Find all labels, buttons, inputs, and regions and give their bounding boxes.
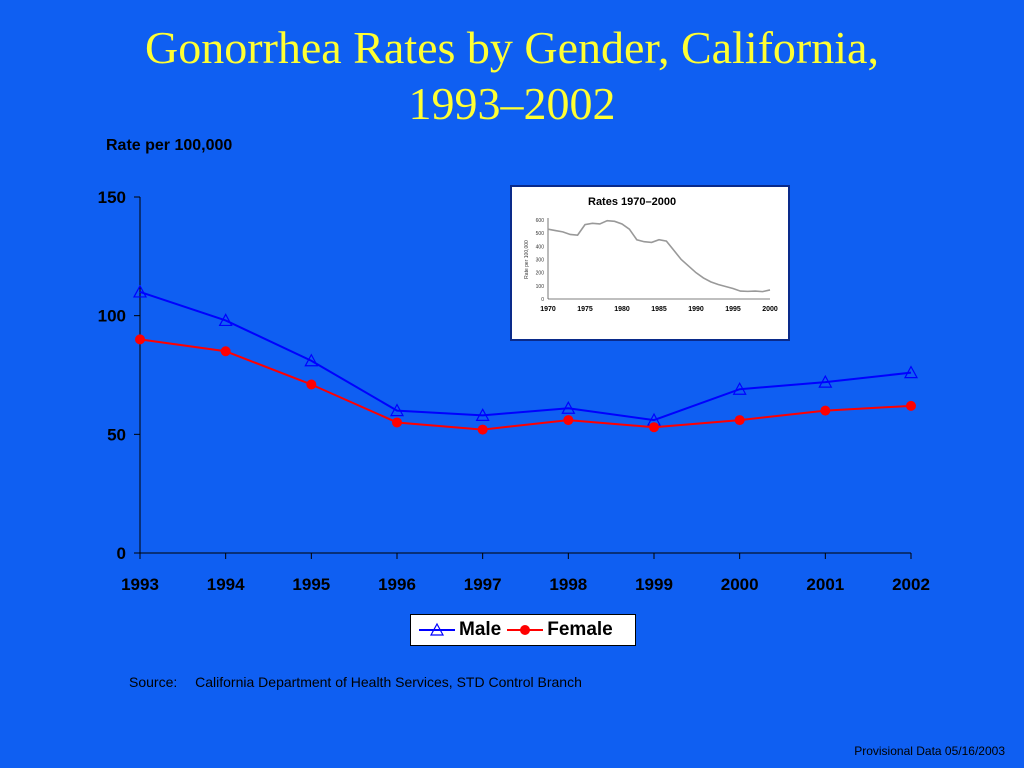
inset-y-tick-label: 200 bbox=[536, 271, 545, 277]
legend-male-swatch bbox=[419, 622, 455, 636]
y-tick-label: 150 bbox=[98, 188, 126, 207]
x-tick-label: 2001 bbox=[806, 575, 844, 594]
inset-y-tick-label: 500 bbox=[536, 231, 545, 237]
legend-item-male: Male bbox=[419, 619, 501, 641]
inset-x-tick-label: 1990 bbox=[688, 306, 704, 313]
series-line-female bbox=[139, 338, 912, 431]
chart-title-line-2: 1993–2002 bbox=[408, 78, 616, 129]
data-point-female bbox=[906, 400, 916, 411]
chart-title-line-1: Gonorrhea Rates by Gender, California, bbox=[145, 22, 879, 73]
inset-line-chart: Rates 1970–2000 Rate per 100,000 0 100 200 30… bbox=[524, 196, 778, 313]
data-point-male bbox=[389, 403, 405, 417]
data-point-female bbox=[649, 422, 659, 433]
x-tick-label: 1995 bbox=[292, 575, 330, 594]
x-tick-label: 2002 bbox=[892, 575, 930, 594]
x-tick-label: 1994 bbox=[207, 575, 245, 594]
legend: Male Female bbox=[410, 614, 636, 646]
series-line-male bbox=[139, 290, 912, 422]
inset-y-tick-label: 400 bbox=[536, 244, 545, 250]
main-line-chart: 0 50 100 150 1993 1994 1995 1996 1997 1998 1999 200… bbox=[98, 188, 930, 594]
source-note: Source: California Department of Health … bbox=[129, 674, 582, 690]
x-tick-label: 2000 bbox=[721, 575, 759, 594]
data-point-male bbox=[903, 365, 919, 379]
inset-chart: Rates 1970–2000 Rate per 100,000 0 100 200 30… bbox=[510, 185, 790, 341]
legend-female-label: Female bbox=[547, 619, 613, 640]
inset-x-tick-label: 2000 bbox=[762, 306, 778, 313]
inset-x-tick-label: 1980 bbox=[614, 306, 630, 313]
inset-y-axis-label: Rate per 100,000 bbox=[524, 240, 530, 279]
legend-item-female: Female bbox=[507, 619, 613, 641]
y-axis-label: Rate per 100,000 bbox=[106, 137, 233, 154]
inset-x-tick-label: 1975 bbox=[577, 306, 593, 313]
y-tick-label: 50 bbox=[107, 425, 126, 444]
legend-female-swatch bbox=[507, 625, 544, 635]
data-point-female bbox=[392, 417, 402, 428]
data-point-female bbox=[306, 379, 317, 390]
y-tick-label: 0 bbox=[117, 544, 126, 563]
chart-title: Gonorrhea Rates by Gender, California, 1… bbox=[0, 20, 1024, 132]
data-point-female bbox=[563, 415, 574, 426]
inset-title: Rates 1970–2000 bbox=[588, 196, 676, 208]
data-point-female bbox=[477, 424, 488, 435]
x-tick-label: 1998 bbox=[549, 575, 587, 594]
footer-note: Provisional Data 05/16/2003 bbox=[854, 744, 1005, 758]
data-point-male bbox=[818, 374, 833, 388]
inset-y-tick-label: 600 bbox=[536, 218, 545, 224]
inset-y-tick-label: 300 bbox=[536, 258, 545, 264]
x-tick-label: 1996 bbox=[378, 575, 416, 594]
inset-y-tick-label: 0 bbox=[541, 297, 544, 303]
inset-x-tick-label: 1970 bbox=[540, 306, 556, 313]
data-point-female bbox=[135, 334, 145, 345]
x-tick-label: 1997 bbox=[464, 575, 502, 594]
data-point-male bbox=[732, 381, 747, 395]
x-tick-label: 1999 bbox=[635, 575, 673, 594]
legend-male-label: Male bbox=[459, 619, 502, 640]
data-point-male bbox=[561, 400, 576, 414]
y-tick-label: 100 bbox=[98, 307, 126, 326]
data-point-male bbox=[218, 313, 233, 327]
inset-x-tick-label: 1985 bbox=[651, 306, 667, 313]
source-text: California Department of Health Services… bbox=[195, 674, 582, 690]
data-point-female bbox=[734, 415, 745, 426]
x-tick-label: 1993 bbox=[121, 575, 159, 594]
source-label: Source: bbox=[129, 674, 178, 690]
data-point-female bbox=[220, 346, 231, 357]
data-point-female bbox=[820, 405, 831, 416]
data-point-male bbox=[475, 408, 490, 421]
data-point-male bbox=[304, 353, 319, 367]
inset-y-tick-label: 100 bbox=[536, 284, 545, 290]
inset-x-tick-label: 1995 bbox=[725, 306, 741, 313]
inset-series-line bbox=[547, 219, 771, 293]
data-point-male bbox=[132, 284, 148, 298]
